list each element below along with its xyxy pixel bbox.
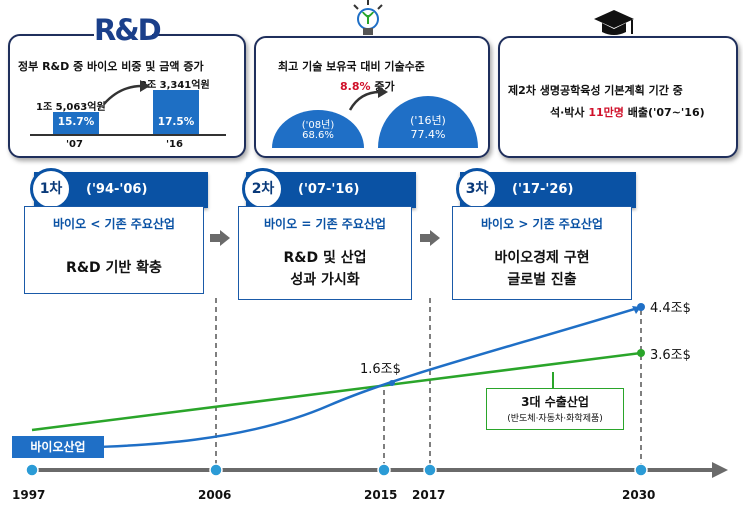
tech-increase-value: 8.8% xyxy=(340,80,371,93)
bar-baseline xyxy=(30,134,226,136)
year-label-2006: 2006 xyxy=(198,488,232,502)
dot-2015 xyxy=(377,463,391,477)
phd-line2-prefix: 석·박사 xyxy=(550,106,589,119)
stage1-main: R&D 기반 확충 xyxy=(66,260,162,276)
rd-logo-text: R&D xyxy=(94,13,162,47)
timeline-axis-arrowhead xyxy=(712,462,728,478)
stage-arrow-1-stem xyxy=(210,234,220,242)
phd-line1: 제2차 생명공학육성 기본계획 기간 중 xyxy=(508,84,683,97)
rd-box-title: 정부 R&D 중 바이오 비중 및 금액 증가 xyxy=(18,60,204,73)
phd-line2: 석·박사 11만명 배출('07~'16) xyxy=(550,104,705,120)
year-2016-label: '16 xyxy=(166,139,183,150)
stage3-main2: 글로벌 진출 xyxy=(507,272,577,288)
phd-line2-highlight: 11만명 xyxy=(588,106,624,119)
stage2-badge: 2차 xyxy=(242,168,284,210)
year-label-2030: 2030 xyxy=(622,488,656,502)
bio-end-value: 4.4조$ xyxy=(650,301,691,316)
export-industry-sub: (반도체·자동차·화학제품) xyxy=(507,414,603,424)
bar-2016 xyxy=(153,90,199,134)
lightbulb-icon xyxy=(353,0,383,35)
stage3-period: ('17-'26) xyxy=(512,182,574,197)
year-label-1997: 1997 xyxy=(12,488,46,502)
graduation-cap-icon xyxy=(594,10,634,35)
dome-2008-year: ('08년) xyxy=(301,120,335,131)
tech-growth-arrow-icon xyxy=(348,86,388,111)
stage1-box: 바이오 < 기존 주요산업 R&D 기반 확충 xyxy=(24,206,204,294)
dot-2006 xyxy=(209,463,223,477)
stage2-box: 바이오 = 기존 주요산업 R&D 및 산업 성과 가시화 xyxy=(238,206,412,300)
stage3-box: 바이오 > 기존 주요산업 바이오경제 구현 글로벌 진출 xyxy=(452,206,632,300)
amount-2016: 3조 3,341억원 xyxy=(140,80,210,91)
dot-2030 xyxy=(634,463,648,477)
year-label-2017: 2017 xyxy=(412,488,446,502)
phd-line2-suffix: 배출('07~'16) xyxy=(623,106,705,119)
tech-box-title: 최고 기술 보유국 대비 기술수준 xyxy=(278,60,425,73)
stage-arrow-2-icon xyxy=(430,230,440,246)
export-end-dot xyxy=(637,349,645,357)
export-industry-label-box: 3대 수출산업 (반도체·자동차·화학제품) xyxy=(486,388,624,430)
amount-2007: 1조 5,063억원 xyxy=(36,102,106,113)
dot-1997 xyxy=(25,463,39,477)
export-industry-line xyxy=(31,351,642,432)
stage3-sub: 바이오 > 기존 주요산업 xyxy=(481,217,603,231)
stage2-main2: 성과 가시화 xyxy=(290,272,360,288)
dome-2016-value: 77.4% xyxy=(410,128,446,141)
stage1-sub: 바이오 < 기존 주요산업 xyxy=(53,217,175,231)
dot-2017 xyxy=(423,463,437,477)
year-2007-label: '07 xyxy=(66,139,83,150)
phd-graduates-box xyxy=(498,36,738,158)
bar-2007 xyxy=(53,112,99,134)
stage2-main1: R&D 및 산업 xyxy=(283,250,367,266)
growth-arrow-icon xyxy=(103,80,150,105)
stage-arrow-2-stem xyxy=(420,234,430,242)
year-label-2015: 2015 xyxy=(364,488,398,502)
stage2-sub: 바이오 = 기존 주요산업 xyxy=(264,217,386,231)
crossover-value: 1.6조$ xyxy=(360,362,401,377)
bar-2007-label: 15.7% xyxy=(57,116,95,128)
export-end-value: 3.6조$ xyxy=(650,348,691,363)
export-label-connector xyxy=(552,372,554,388)
dome-2008-value: 68.6% xyxy=(302,130,334,141)
bar-2016-label: 17.5% xyxy=(157,116,195,128)
dome-2016-year: ('16년) xyxy=(410,114,446,127)
stage3-main1: 바이오경제 구현 xyxy=(494,250,590,266)
bio-industry-label: 바이오산업 xyxy=(12,436,104,458)
crossover-point xyxy=(389,380,395,386)
bio-end-dot xyxy=(637,303,645,311)
stage3-badge: 3차 xyxy=(456,168,498,210)
bio-industry-line xyxy=(31,305,642,450)
stage-arrow-1-icon xyxy=(220,230,230,246)
stage1-period: ('94-'06) xyxy=(86,182,148,197)
rd-logo: R&D xyxy=(94,14,162,46)
stage2-period: ('07-'16) xyxy=(298,182,360,197)
export-industry-label: 3대 수출산업 xyxy=(521,395,589,409)
